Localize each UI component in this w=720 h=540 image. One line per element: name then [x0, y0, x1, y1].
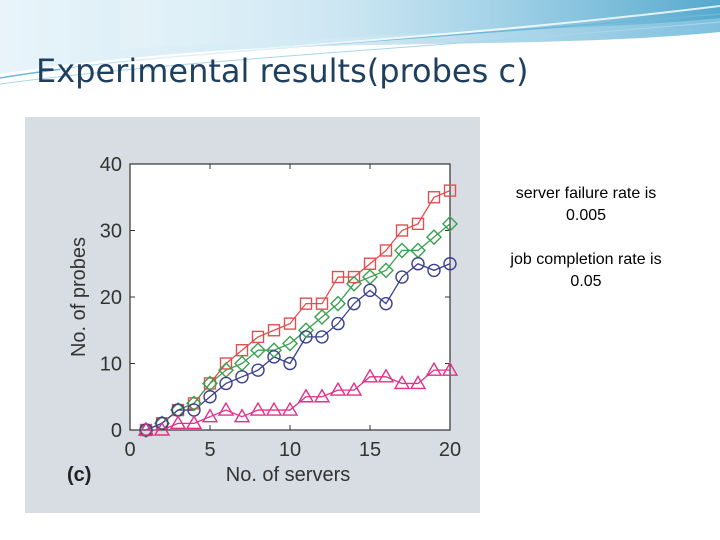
square-point — [331, 270, 345, 284]
triangle-point — [313, 388, 331, 403]
x-axis-label: No. of servers — [226, 464, 350, 486]
diamond-point — [442, 215, 458, 232]
note-line: job completion rate is — [510, 251, 662, 268]
triangle-point — [153, 421, 171, 436]
title-banner — [0, 0, 720, 85]
x-tick-label: 0 — [124, 439, 135, 461]
circle-point — [235, 370, 249, 384]
panel-label: (c) — [67, 464, 91, 486]
diamond-point — [186, 395, 202, 412]
diamond-point — [138, 422, 154, 438]
triangle-point — [377, 368, 395, 383]
y-tick-label: 40 — [100, 154, 122, 176]
triangle-point — [281, 401, 299, 416]
x-tick-label: 5 — [204, 439, 215, 461]
square-point — [427, 191, 441, 204]
circle-point — [219, 376, 233, 391]
triangle-point — [441, 361, 459, 376]
triangle-point — [425, 361, 443, 376]
diamond-point — [426, 229, 442, 246]
circle-point — [251, 363, 265, 377]
circle-point — [299, 330, 313, 344]
y-tick-label: 20 — [100, 287, 122, 309]
triangle-point — [185, 414, 203, 430]
circle-point — [427, 263, 441, 278]
square-point — [411, 217, 425, 231]
circle-point — [331, 316, 345, 331]
triangle-point — [409, 375, 427, 390]
x-tick-label: 20 — [439, 439, 461, 461]
square-point — [203, 377, 217, 390]
circle-point — [283, 356, 297, 371]
diamond-point — [282, 335, 298, 352]
square-point — [443, 184, 457, 197]
triangle-point — [201, 408, 219, 423]
diamond-point — [346, 275, 362, 292]
triangle-point — [393, 375, 411, 390]
square-point — [219, 357, 233, 370]
circle-point — [395, 270, 409, 284]
diamond-point — [250, 342, 266, 359]
x-tick-label: 10 — [279, 439, 301, 461]
diamond-point — [378, 262, 394, 279]
square-point — [347, 270, 361, 284]
diamond-point — [330, 295, 346, 312]
square-point — [299, 297, 313, 310]
note-line: 0.005 — [565, 207, 607, 224]
circle-point — [443, 257, 457, 271]
completion-rate-note: job completion rate is 0.05 — [488, 249, 684, 293]
circle-point — [155, 416, 169, 431]
circle-point — [203, 390, 217, 404]
triangle-point — [233, 408, 251, 423]
triangle-point — [137, 421, 155, 436]
triangle-point — [265, 401, 283, 416]
circle-point — [347, 296, 361, 311]
triangle-point — [297, 388, 315, 403]
y-axis-label: No. of probes — [68, 237, 90, 357]
square-point — [283, 317, 297, 330]
triangle-point — [169, 414, 187, 430]
diamond-point — [314, 308, 330, 325]
square-point — [395, 224, 409, 237]
diamond-series-line — [145, 223, 451, 431]
square-point — [379, 244, 393, 257]
diamond-point — [394, 242, 410, 259]
circle-point — [363, 283, 377, 298]
triangle-point — [345, 381, 363, 396]
diamond-point — [266, 342, 282, 359]
triangle-point — [217, 401, 235, 416]
circle-point — [379, 296, 393, 311]
probes-chart: 0 5 10 15 20 0 10 20 30 40 No. of probes No. of s… — [67, 154, 461, 486]
diamond-point — [298, 322, 314, 339]
slide-title: Experimental results(probes c) — [36, 52, 529, 90]
circle-point — [267, 350, 281, 364]
circle-point — [411, 257, 425, 271]
failure-rate-note: server failure rate is 0.005 — [495, 183, 677, 227]
triangle-point — [249, 401, 267, 416]
x-tick-label: 15 — [359, 439, 381, 461]
y-tick-label: 10 — [100, 354, 122, 376]
y-tick-label: 0 — [111, 420, 122, 442]
triangle-point — [361, 368, 379, 383]
square-point — [267, 324, 281, 337]
square-point — [187, 397, 201, 410]
triangle-point — [329, 381, 347, 396]
note-line: server failure rate is — [515, 185, 657, 202]
figure-panel: 0 5 10 15 20 0 10 20 30 40 No. of probes No. of s… — [25, 117, 480, 513]
circle-point — [315, 330, 329, 344]
y-tick-label: 30 — [100, 221, 122, 243]
diamond-point — [154, 415, 170, 432]
note-line: 0.05 — [570, 273, 602, 290]
plot-area — [129, 163, 451, 431]
